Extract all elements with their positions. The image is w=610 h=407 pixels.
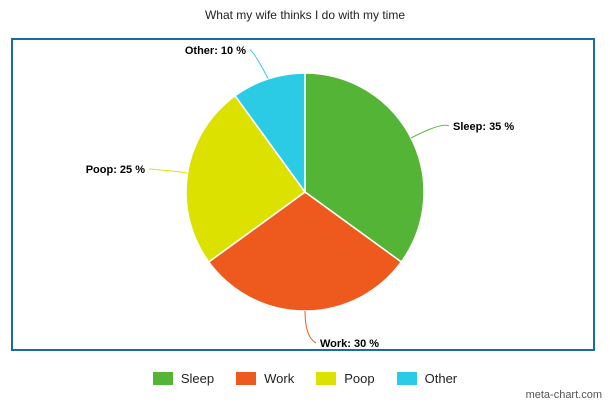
legend-item-sleep[interactable]: Sleep xyxy=(152,371,215,386)
credit-link[interactable]: meta-chart.com xyxy=(525,389,602,401)
slice-label-work: Work: 30 % xyxy=(320,338,379,350)
slice-label-sleep: Sleep: 35 % xyxy=(453,121,514,133)
chart-title: What my wife thinks I do with my time xyxy=(204,8,406,22)
legend-swatch xyxy=(396,372,417,385)
legend-label: Other xyxy=(424,371,458,386)
pie-slice-other[interactable] xyxy=(234,72,306,195)
legend-label: Work xyxy=(264,371,295,386)
legend-item-work[interactable]: Work xyxy=(236,371,294,386)
legend-swatch xyxy=(152,372,173,385)
pie-slice-poop[interactable] xyxy=(185,94,307,263)
pie-slice-sleep[interactable] xyxy=(304,72,425,263)
legend: Sleep Work Poop Other xyxy=(0,371,610,386)
legend-item-other[interactable]: Other xyxy=(396,371,458,386)
slice-connector xyxy=(304,310,317,344)
pie-slice-work[interactable] xyxy=(207,191,403,312)
legend-swatch xyxy=(236,372,257,385)
slice-connector xyxy=(410,124,450,139)
legend-label: Poop xyxy=(344,371,375,386)
slice-connector xyxy=(249,49,269,80)
chart-frame xyxy=(11,38,595,351)
legend-label: Sleep xyxy=(180,371,215,386)
slice-label-other: Other: 10 % xyxy=(185,45,246,57)
slice-label-poop: Poop: 25 % xyxy=(86,164,146,176)
legend-item-poop[interactable]: Poop xyxy=(316,371,375,386)
legend-swatch xyxy=(316,372,337,385)
slice-connector xyxy=(148,168,188,174)
